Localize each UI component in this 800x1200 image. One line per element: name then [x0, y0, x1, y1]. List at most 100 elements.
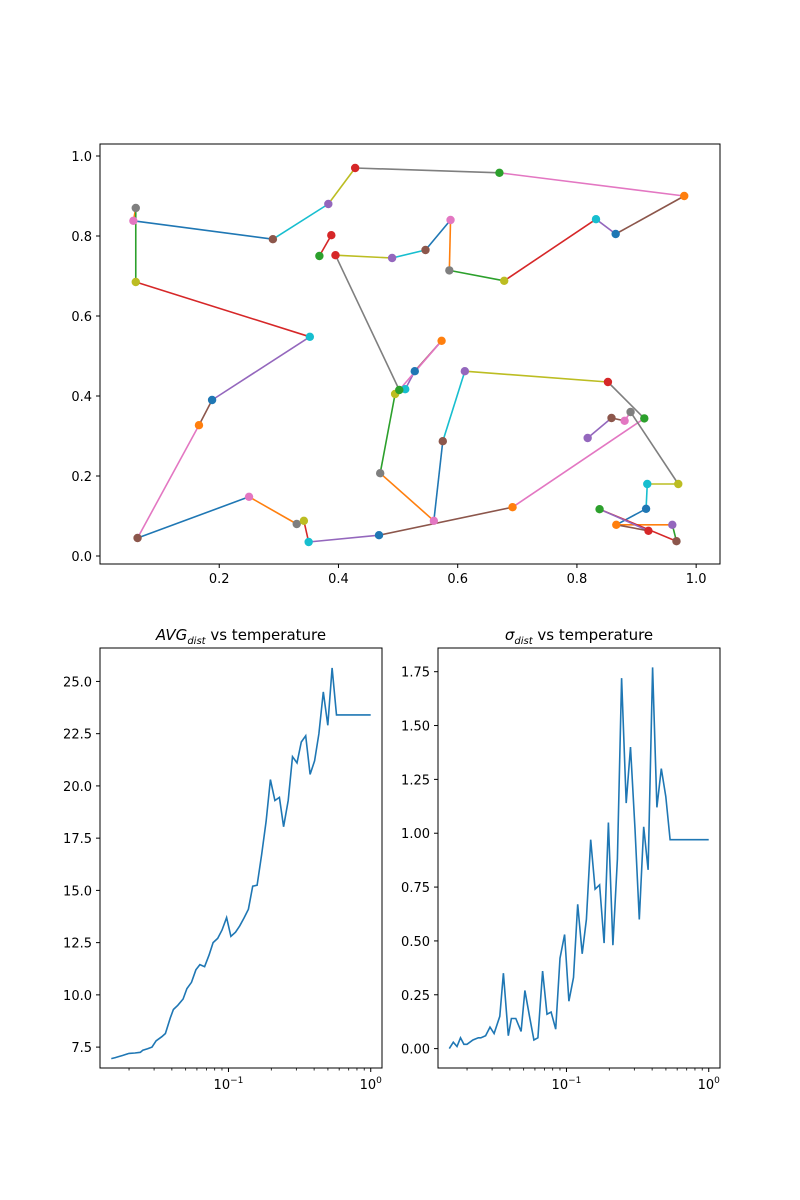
tour-segment [587, 417, 613, 439]
city-point [591, 215, 601, 224]
city-point [595, 505, 604, 514]
city-point [495, 168, 504, 177]
tour-segment [448, 219, 452, 271]
tour-x-axis: 0.2 0.4 0.6 0.8 1.0 [209, 564, 707, 587]
city-point [611, 229, 620, 239]
avg-dist-x-axis: 10−1 100 [128, 1068, 382, 1093]
city-point [304, 537, 313, 547]
city-point [387, 253, 397, 263]
y-tick-label: 1.25 [401, 773, 430, 788]
tour-segment [512, 417, 645, 508]
city-point [374, 531, 384, 540]
tour-segment [136, 424, 200, 539]
sigma-dist-title: σdist vs temperature [505, 626, 653, 647]
city-point [268, 235, 278, 244]
city-point [131, 277, 140, 287]
x-tick-label: 0.8 [567, 572, 588, 587]
city-point [499, 276, 509, 285]
city-point [612, 520, 621, 529]
city-point [299, 516, 309, 525]
city-point [350, 163, 360, 173]
y-tick-label: 0.00 [401, 1043, 430, 1058]
y-tick-label: 0.6 [71, 310, 92, 325]
city-point [641, 504, 651, 513]
tour-segment [334, 254, 400, 391]
y-tick-label: 1.50 [401, 720, 430, 735]
y-tick-label: 15.0 [63, 884, 92, 899]
tour-segment [211, 336, 311, 401]
city-point [315, 251, 324, 261]
y-tick-label: 0.0 [71, 550, 92, 565]
city-point [508, 503, 517, 512]
city-point [438, 437, 447, 446]
y-tick-label: 12.5 [63, 937, 92, 952]
tour-plot: 0.2 0.4 0.6 0.8 1.0 0.0 0.2 0.4 0.6 0.8 1.0 [71, 143, 721, 587]
city-point [327, 231, 336, 240]
city-point [620, 416, 629, 425]
city-point [410, 367, 419, 376]
tour-segment [499, 172, 685, 197]
avg-dist-title: AVGdist vs temperature [155, 626, 326, 647]
tour-segment [616, 524, 649, 532]
city-point [643, 479, 652, 489]
city-point [445, 266, 454, 275]
city-point [446, 215, 455, 225]
tour-segment [615, 508, 647, 526]
avg-dist-plot: AVGdist vs temperature 7.5 10.0 12.5 15.0 17… [63, 626, 383, 1093]
sigma-dist-series-line [448, 667, 709, 1050]
avg-dist-y-axis: 7.5 10.0 12.5 15.0 17.5 20.0 22.5 25.0 [63, 675, 100, 1056]
city-point [133, 533, 142, 543]
y-tick-label: 0.50 [401, 935, 430, 950]
tour-segment [449, 269, 505, 282]
city-point [331, 251, 340, 260]
tour-segment [607, 381, 645, 419]
x-tick-label: 0.6 [447, 572, 468, 587]
tour-segment [442, 370, 466, 442]
y-tick-label: 0.25 [401, 989, 430, 1004]
sigma-dist-plot: σdist vs temperature 0.00 0.25 0.50 0.75 1.0… [401, 626, 721, 1093]
city-point [583, 433, 592, 443]
city-point [674, 479, 683, 489]
tour-segment [391, 249, 426, 259]
tour-segment [433, 441, 444, 521]
city-point [131, 203, 140, 213]
city-point [421, 245, 430, 255]
tour-segment [198, 399, 213, 426]
tour-segment [464, 370, 608, 383]
city-point [194, 421, 204, 430]
y-tick-label: 22.5 [63, 728, 92, 743]
y-tick-label: 7.5 [71, 1041, 92, 1056]
city-point [305, 332, 315, 341]
city-point [395, 385, 404, 395]
y-tick-label: 1.0 [71, 150, 92, 165]
y-tick-label: 20.0 [63, 780, 92, 795]
tour-segment [599, 508, 649, 532]
x-tick-label: 0.2 [209, 572, 230, 587]
tour-segments [132, 167, 685, 543]
sigma-dist-x-axis: 10−1 100 [466, 1068, 720, 1093]
sigma-dist-y-axis: 0.00 0.25 0.50 0.75 1.00 1.25 1.50 1.75 [401, 666, 438, 1058]
tour-y-axis: 0.0 0.2 0.4 0.6 0.8 1.0 [71, 150, 100, 565]
y-tick-label: 25.0 [63, 675, 92, 690]
x-tick-label: 1.0 [686, 572, 707, 587]
sigma-dist-frame [437, 647, 721, 1069]
x-tick-label: 10−1 [552, 1076, 582, 1093]
city-point [640, 414, 649, 423]
tour-points [129, 163, 689, 547]
tour-segment [135, 281, 311, 338]
city-point [292, 519, 301, 529]
city-point [668, 520, 677, 529]
y-tick-label: 0.4 [71, 390, 92, 405]
y-tick-label: 0.8 [71, 230, 92, 245]
tour-segment [629, 411, 679, 485]
tour-segment [615, 195, 685, 235]
tour-segment [355, 167, 500, 174]
tour-segment [424, 219, 452, 251]
avg-dist-frame [99, 647, 383, 1069]
city-point [460, 367, 470, 376]
city-point [603, 377, 613, 387]
tour-segment [378, 506, 513, 536]
tour-segment [137, 496, 250, 539]
tour-segment [248, 496, 298, 525]
tour-segment [308, 534, 380, 543]
